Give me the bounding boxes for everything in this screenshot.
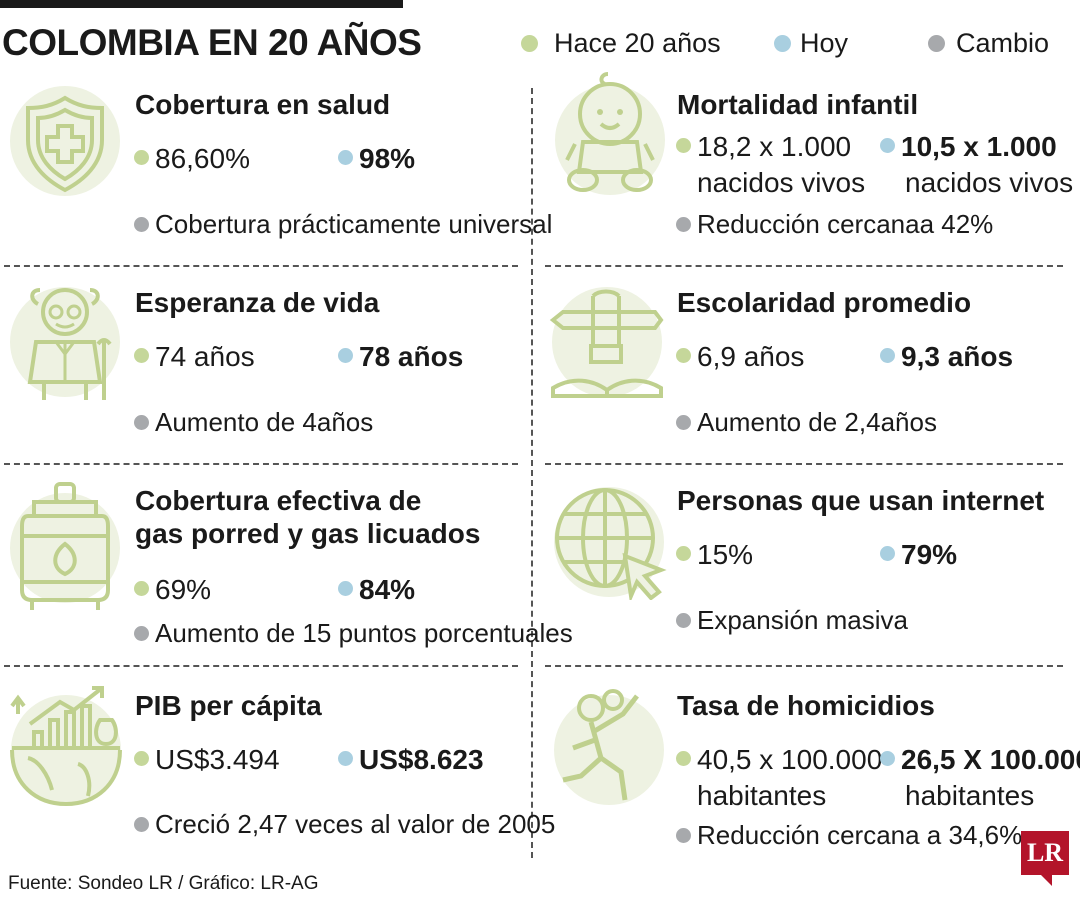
page-title: COLOMBIA EN 20 AÑOS — [2, 22, 422, 63]
column-divider — [531, 88, 533, 858]
legend-now: Hoy — [774, 28, 848, 59]
card-title: Tasa de homicidios — [677, 690, 935, 721]
legend-change: Cambio — [928, 28, 1049, 59]
value-now: 78 años — [338, 339, 463, 375]
row-divider — [545, 265, 1063, 267]
falling-person-icon — [554, 689, 664, 805]
card-title-line2: gas porred y gas licuados — [135, 518, 481, 549]
legend-before-dot — [521, 35, 538, 52]
card-title-line1: Cobertura efectiva de — [135, 485, 422, 516]
value-now: 9,3 años — [880, 339, 1013, 375]
legend-before-label: Hace 20 años — [554, 28, 721, 58]
world-growth-icon — [10, 686, 122, 807]
elderly-man-icon — [10, 287, 120, 400]
value-now: US$8.623 — [338, 742, 484, 778]
change-note: Expansión masiva — [676, 605, 908, 636]
value-now: 98% — [338, 141, 415, 177]
card-title: Escolaridad promedio — [677, 287, 972, 318]
value-before: US$3.494 — [134, 742, 280, 778]
row-divider — [545, 463, 1063, 465]
change-note: Aumento de 15 puntos porcentuales — [134, 618, 573, 649]
legend-now-label: Hoy — [800, 28, 849, 58]
value-before: 74 años — [134, 339, 255, 375]
legend-before: Hace 20 años — [521, 28, 721, 59]
legend-change-label: Cambio — [956, 28, 1050, 58]
card-title: Esperanza de vida — [135, 287, 380, 318]
row-divider — [4, 265, 518, 267]
change-note: Aumento de 2,4años — [676, 407, 937, 438]
change-note: Reducción cercana a 34,6% — [676, 820, 1022, 851]
value-now: 26,5 X 100.000 habitantes — [880, 742, 1080, 814]
value-before: 15% — [676, 537, 753, 573]
card-title: Mortalidad infantil — [677, 89, 919, 120]
row-divider — [4, 665, 518, 667]
row-divider — [4, 463, 518, 465]
baby-icon — [555, 72, 665, 195]
legend-change-dot — [928, 35, 945, 52]
change-note: Reducción cercanaa 42% — [676, 209, 993, 240]
lr-logo-tail — [1040, 874, 1052, 886]
change-note: Creció 2,47 veces al valor de 2005 — [134, 809, 555, 840]
card-title: PIB per cápita — [135, 690, 322, 721]
lr-logo: LR — [1021, 831, 1069, 875]
card-title: Personas que usan internet — [677, 485, 1045, 516]
gas-cylinder-icon — [10, 482, 120, 610]
source-footer: Fuente: Sondeo LR / Gráfico: LR-AG — [8, 873, 319, 894]
value-now: 10,5 x 1.000 nacidos vivos — [880, 129, 1073, 201]
card-title: Cobertura en salud — [135, 89, 391, 120]
value-now: 84% — [338, 572, 415, 608]
value-now: 79% — [880, 537, 957, 573]
top-rule — [0, 0, 403, 8]
globe-cursor-icon — [554, 487, 667, 600]
legend-now-dot — [774, 35, 791, 52]
value-before: 69% — [134, 572, 211, 608]
value-before: 6,9 años — [676, 339, 804, 375]
change-note: Cobertura prácticamente universal — [134, 209, 552, 240]
value-before: 18,2 x 1.000 nacidos vivos — [676, 129, 865, 201]
row-divider — [545, 665, 1063, 667]
value-before: 86,60% — [134, 141, 250, 177]
value-before: 40,5 x 100.000 habitantes — [676, 742, 882, 814]
change-note: Aumento de 4años — [134, 407, 373, 438]
shield-health-icon — [10, 86, 120, 196]
hand-pencil-book-icon — [549, 287, 664, 398]
